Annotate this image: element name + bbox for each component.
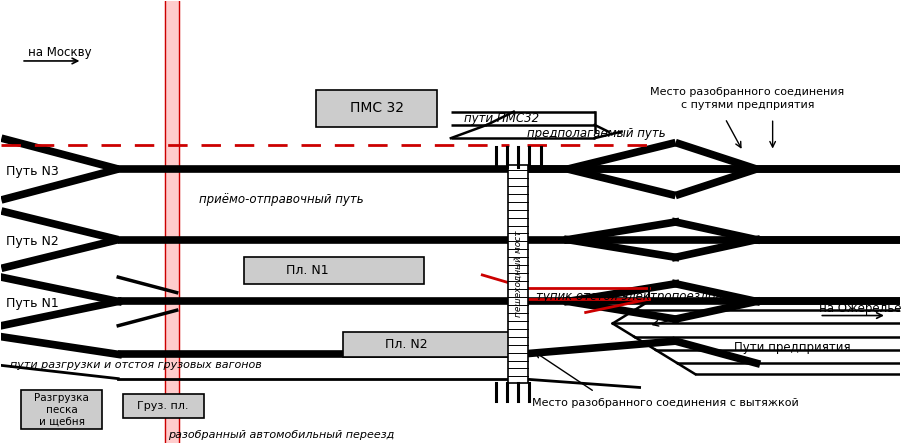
Text: Путь N1: Путь N1 (6, 297, 59, 310)
Text: разобранный автомобильный переезд: разобранный автомобильный переезд (167, 430, 393, 440)
Text: Путь N2: Путь N2 (6, 235, 59, 248)
Text: Пл. N2: Пл. N2 (384, 338, 426, 351)
Text: ПМС 32: ПМС 32 (349, 101, 403, 115)
Text: Путь N3: Путь N3 (6, 165, 59, 178)
Text: предполагаемый путь: предполагаемый путь (527, 127, 665, 140)
Bar (508, 165, 528, 383)
Bar (165, 1, 179, 443)
Text: Пути предприятия: Пути предприятия (733, 341, 850, 354)
Bar (343, 332, 522, 357)
Text: тупик отстоя электропоездов: тупик отстоя электропоездов (536, 290, 721, 303)
Text: Место разобранного соединения: Место разобранного соединения (650, 87, 844, 97)
Text: пешеходный мост: пешеходный мост (513, 230, 522, 317)
Text: на Ожерелье: на Ожерелье (819, 301, 901, 314)
Text: Груз. пл.: Груз. пл. (137, 401, 188, 411)
Bar (315, 90, 437, 127)
Text: с путями предприятия: с путями предприятия (680, 100, 813, 110)
Bar (122, 394, 203, 418)
Text: приёмо-отправочный путь: приёмо-отправочный путь (199, 194, 363, 206)
Text: пути разгрузки и отстоя грузовых вагонов: пути разгрузки и отстоя грузовых вагонов (10, 361, 262, 370)
Text: Пл. N1: Пл. N1 (286, 264, 328, 277)
Text: Разгрузка
песка
и щебня: Разгрузка песка и щебня (34, 393, 89, 426)
Text: Место разобранного соединения с вытяжкой: Место разобранного соединения с вытяжкой (531, 398, 798, 408)
Bar (21, 390, 102, 429)
Text: пути ПМС32: пути ПМС32 (464, 112, 539, 125)
Text: на Москву: на Москву (28, 46, 92, 59)
Bar (244, 257, 424, 284)
